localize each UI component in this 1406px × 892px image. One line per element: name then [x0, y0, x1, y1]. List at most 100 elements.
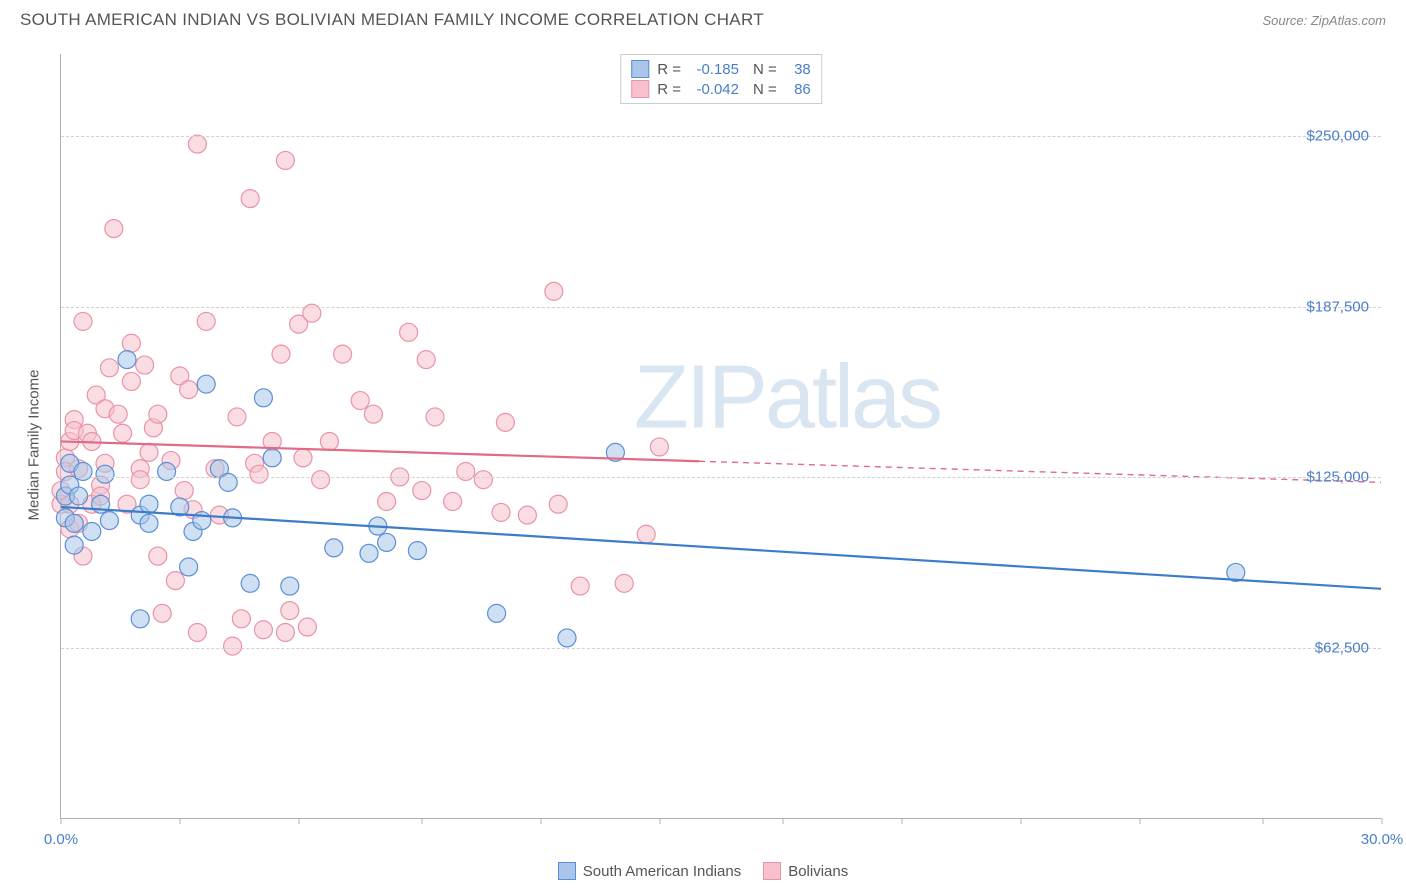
legend-item: Bolivians — [763, 862, 848, 880]
legend-label: Bolivians — [788, 863, 848, 880]
data-point — [197, 312, 215, 330]
data-point — [241, 574, 259, 592]
chart-container: Median Family Income ZIPatlas R =-0.185N… — [42, 42, 1391, 847]
data-point — [241, 190, 259, 208]
data-point — [118, 351, 136, 369]
data-point — [149, 405, 167, 423]
data-point — [100, 359, 118, 377]
data-point — [224, 637, 242, 655]
data-point — [122, 372, 140, 390]
data-point — [131, 471, 149, 489]
data-point — [351, 392, 369, 410]
data-point — [197, 375, 215, 393]
x-tick — [783, 818, 784, 824]
data-point — [175, 482, 193, 500]
legend-label: South American Indians — [583, 863, 741, 880]
x-tick — [1263, 818, 1264, 824]
series-swatch — [631, 60, 649, 78]
data-point — [492, 503, 510, 521]
data-point — [281, 577, 299, 595]
data-point — [417, 351, 435, 369]
x-tick — [179, 818, 180, 824]
data-point — [378, 533, 396, 551]
trend-line — [61, 507, 1381, 589]
data-point — [263, 449, 281, 467]
data-point — [518, 506, 536, 524]
data-point — [100, 512, 118, 530]
data-point — [136, 356, 154, 374]
legend-item: South American Indians — [558, 862, 741, 880]
data-point — [109, 405, 127, 423]
x-tick-label: 30.0% — [1361, 831, 1404, 848]
data-point — [131, 610, 149, 628]
x-tick — [659, 818, 660, 824]
grid-line — [61, 477, 1381, 478]
data-point — [571, 577, 589, 595]
data-point — [298, 618, 316, 636]
data-point — [272, 345, 290, 363]
data-point — [650, 438, 668, 456]
data-point — [65, 514, 83, 532]
data-point — [320, 432, 338, 450]
y-tick-label: $125,000 — [1306, 469, 1369, 486]
data-point — [153, 604, 171, 622]
y-tick-label: $250,000 — [1306, 127, 1369, 144]
data-point — [254, 389, 272, 407]
trend-line-dashed — [699, 461, 1381, 482]
data-point — [276, 151, 294, 169]
x-tick — [1139, 818, 1140, 824]
data-point — [96, 465, 114, 483]
data-point — [180, 558, 198, 576]
x-tick — [422, 818, 423, 824]
data-point — [545, 282, 563, 300]
data-point — [65, 536, 83, 554]
legend-swatch — [558, 862, 576, 880]
data-point — [83, 523, 101, 541]
data-point — [312, 471, 330, 489]
data-point — [294, 449, 312, 467]
x-tick — [1020, 818, 1021, 824]
stat-r-value: -0.185 — [689, 61, 739, 78]
data-point — [228, 408, 246, 426]
data-point — [188, 135, 206, 153]
grid-line — [61, 648, 1381, 649]
data-point — [637, 525, 655, 543]
plot-area: ZIPatlas R =-0.185N =38R =-0.042N =86 $6… — [60, 54, 1381, 819]
grid-line — [61, 136, 1381, 137]
y-tick-label: $62,500 — [1315, 640, 1369, 657]
data-point — [122, 334, 140, 352]
data-point — [140, 495, 158, 513]
data-point — [413, 482, 431, 500]
data-point — [250, 465, 268, 483]
legend-swatch — [763, 862, 781, 880]
stats-row: R =-0.185N =38 — [631, 59, 811, 79]
x-tick — [540, 818, 541, 824]
series-swatch — [631, 80, 649, 98]
data-point — [166, 572, 184, 590]
stat-r-label: R = — [657, 81, 681, 98]
data-point — [444, 492, 462, 510]
data-point — [325, 539, 343, 557]
bottom-legend: South American Indians Bolivians — [0, 862, 1406, 880]
data-point — [474, 471, 492, 489]
data-point — [140, 443, 158, 461]
stat-n-value: 38 — [785, 61, 811, 78]
data-point — [364, 405, 382, 423]
data-point — [488, 604, 506, 622]
data-point — [74, 312, 92, 330]
y-tick-label: $187,500 — [1306, 298, 1369, 315]
data-point — [105, 220, 123, 238]
data-point — [232, 610, 250, 628]
data-point — [254, 621, 272, 639]
scatter-svg — [61, 54, 1381, 818]
data-point — [558, 629, 576, 647]
data-point — [219, 473, 237, 491]
data-point — [149, 547, 167, 565]
data-point — [276, 623, 294, 641]
data-point — [180, 381, 198, 399]
x-tick — [902, 818, 903, 824]
data-point — [114, 424, 132, 442]
y-axis-label: Median Family Income — [26, 369, 43, 520]
data-point — [615, 574, 633, 592]
chart-title: SOUTH AMERICAN INDIAN VS BOLIVIAN MEDIAN… — [20, 10, 764, 30]
